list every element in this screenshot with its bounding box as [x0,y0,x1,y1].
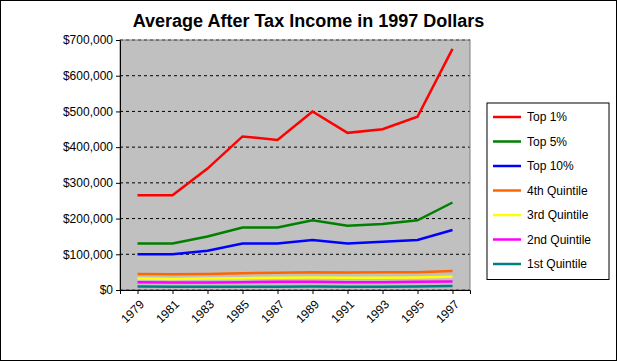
y-tick-mark [116,290,120,291]
series-line [138,281,453,282]
grid [120,40,470,290]
plot-frame [120,40,470,290]
series-line [138,203,453,244]
x-tick-label: 1991 [328,297,357,326]
x-tick-mark [348,290,349,294]
legend-label: 2nd Quintile [527,233,591,247]
plot-background [120,40,470,290]
x-tick-mark [453,290,454,294]
series-group [138,49,453,287]
legend-label: 3rd Quintile [527,208,589,222]
x-tick-label: 1989 [293,297,322,326]
y-tick-mark [116,183,120,184]
x-tick: 1993 [363,290,392,326]
y-tick-label: $200,000 [63,212,113,226]
y-tick-label: $600,000 [63,69,113,83]
y-tick-mark [116,219,120,220]
x-tick-mark [418,290,419,294]
y-tick-mark [116,111,120,112]
x-tick: 1981 [153,290,182,326]
y-tick: $0 [100,283,120,297]
x-tick-mark [173,290,174,294]
x-tick: 1987 [258,290,287,326]
x-tick-mark [278,290,279,294]
y-tick: $300,000 [63,176,120,190]
y-tick-label: $300,000 [63,176,113,190]
y-tick-label: $0 [100,283,114,297]
y-tick: $500,000 [63,105,120,119]
grid-line [120,75,470,76]
title: Average After Tax Income in 1997 Dollars [133,11,484,31]
y-tick: $200,000 [63,212,120,226]
y-tick: $100,000 [63,248,120,262]
y-tick-label: $700,000 [63,33,113,47]
grid-line [120,218,470,219]
legend-swatch [493,116,521,119]
series-line [138,271,453,274]
legend-swatch [493,214,521,217]
x-tick: 1991 [328,290,357,326]
y-tick-label: $500,000 [63,105,113,119]
x-tick: 1979 [118,290,147,326]
y-tick: $400,000 [63,140,120,154]
plot: $0 $100,000 $200,000 $300,000 $400,000 $500,0… [63,33,471,326]
x-tick-mark [243,290,244,294]
legend-box [487,103,609,280]
legend-swatch [493,263,521,266]
x-tick: 1983 [188,290,217,326]
grid-line [120,182,470,183]
x-tick: 1995 [398,290,427,326]
x-tick-label: 1979 [118,297,147,326]
grid-line [120,111,470,112]
legend-swatch [493,189,521,192]
series-line [138,49,453,195]
legend-swatch [493,165,521,168]
y-tick-label: $100,000 [63,248,113,262]
legend-swatch [493,238,521,241]
x-tick-label: 1987 [258,297,287,326]
x-tick-label: 1993 [363,297,392,326]
y-axis-line [116,41,121,291]
x-tick-mark [208,290,209,294]
x-tick-mark [383,290,384,294]
chart-border [1,1,617,361]
y-tick-mark [116,40,120,41]
y-tick-mark [116,254,120,255]
x-tick-label: 1981 [153,297,182,326]
series-line [138,285,453,288]
y-tick-mark [116,76,120,77]
x-tick: 1997 [433,290,462,326]
x-tick-label: 1995 [398,297,427,326]
grid-line [120,147,470,148]
x-tick-label: 1997 [433,297,462,326]
y-tick-mark [116,147,120,148]
y-tick: $700,000 [63,33,120,47]
x-tick-mark [138,290,139,294]
legend-label: Top 1% [527,110,567,124]
y-tick: $600,000 [63,69,120,83]
x-tick-label: 1985 [223,297,252,326]
x-tick-label: 1983 [188,297,217,326]
x-axis-line [121,291,471,295]
x-tick: 1989 [293,290,322,326]
series-line [138,277,453,279]
chart: Average After Tax Income in 1997 Dollars… [0,0,617,361]
legend-label: 1st Quintile [527,257,587,271]
legend: Top 1% Top 5% Top 10% 4th Quintile 3rd Quint… [487,103,609,280]
y-axis: $0 $100,000 $200,000 $300,000 $400,000 $500,0… [63,33,121,297]
x-tick-mark [313,290,314,294]
legend-label: Top 10% [527,159,574,173]
legend-label: Top 5% [527,135,567,149]
x-tick: 1985 [223,290,252,326]
legend-swatch [493,140,521,143]
x-axis: 1979198119831985198719891991199319951997 [118,290,470,326]
y-tick-label: $400,000 [63,140,113,154]
legend-label: 4th Quintile [527,184,588,198]
